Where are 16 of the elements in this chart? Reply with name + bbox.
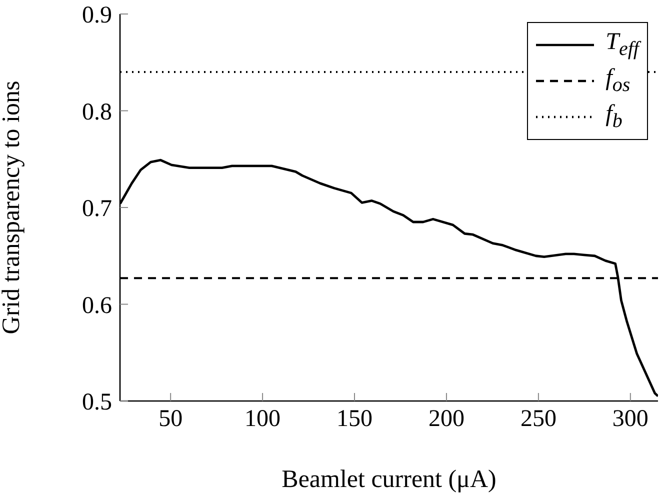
y-tick-label: 0.8 (82, 99, 112, 126)
y-tick-label: 0.5 (82, 390, 112, 416)
x-tick-label: 50 (158, 406, 183, 432)
x-tick-label: 250 (520, 406, 556, 432)
x-axis-title: Beamlet current (μA) (282, 466, 496, 493)
y-tick-label: 0.9 (82, 2, 112, 29)
y-tick-label: 0.6 (82, 292, 112, 319)
x-tick-label: 150 (336, 406, 373, 432)
x-tick-label: 200 (428, 406, 464, 432)
legend-label: f$_{b}$ (606, 101, 622, 133)
y-tick-label: 0.7 (82, 196, 112, 222)
x-tick-label: 100 (244, 406, 281, 432)
y-axis-title: Grid transparency to ions (0, 80, 25, 334)
x-tick-label: 300 (612, 406, 648, 432)
legend-label: f$_{os}$ (606, 65, 630, 97)
legend-label: T$_{eff}$ (606, 29, 639, 61)
